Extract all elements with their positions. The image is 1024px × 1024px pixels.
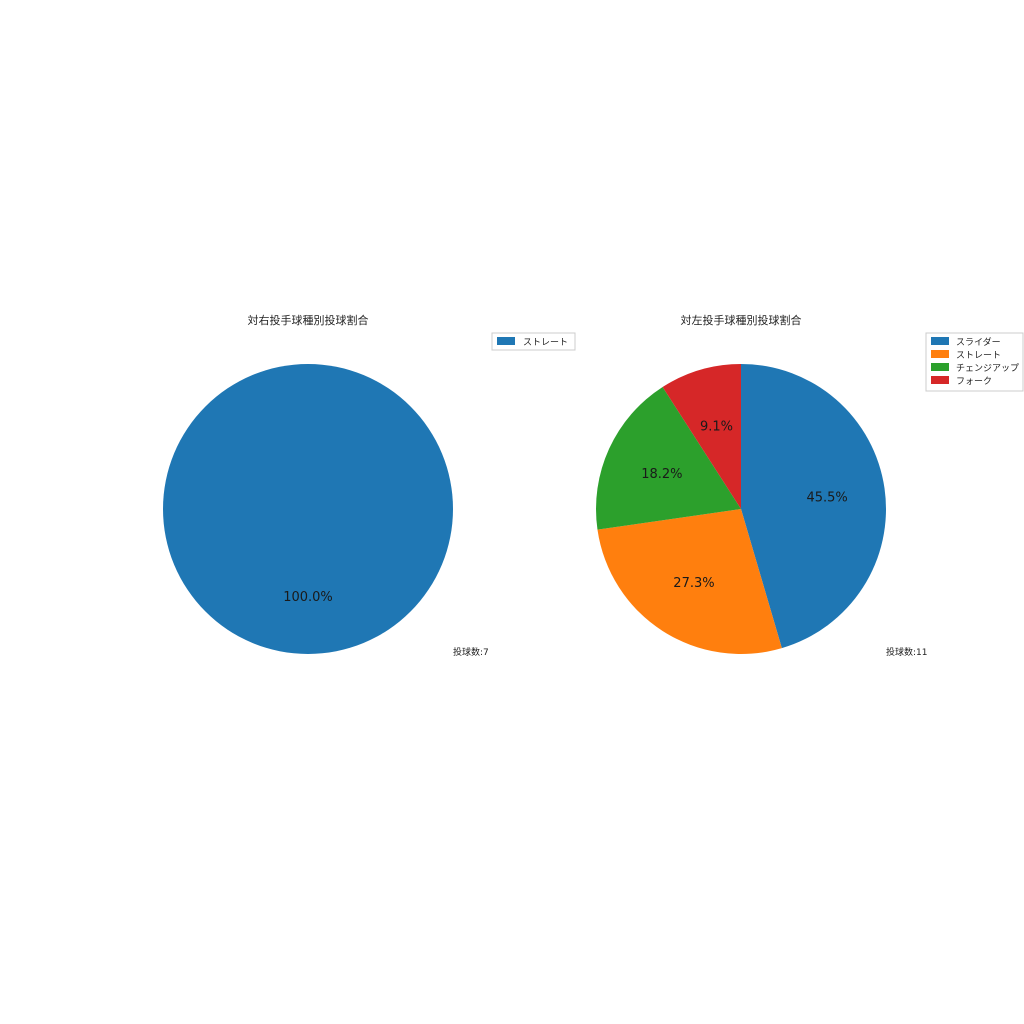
pie-slice-label: 18.2% [641, 467, 682, 482]
legend-swatch [931, 337, 949, 345]
pie-slice [597, 509, 782, 654]
legend-swatch [931, 363, 949, 371]
chart-right-legend: スライダー ストレート チェンジアップ フォーク [925, 332, 1024, 392]
legend-item-label: ストレート [523, 338, 568, 348]
legend-swatch [931, 376, 949, 384]
chart-left-pie: 100.0% [163, 364, 453, 654]
pie-slice [662, 364, 741, 509]
pie-slice [741, 364, 886, 649]
legend-item-label: ストレート [956, 351, 1001, 361]
chart-left-pitch-count: 投球数:7 [453, 646, 489, 658]
legend-swatch [931, 350, 949, 358]
legend-item-label: フォーク [956, 376, 992, 387]
chart-right: 対左投手球種別投球割合 45.5% 27.3% 18.2% 9.1% スライダー スト… [596, 313, 1024, 658]
pie-slice-label: 9.1% [700, 420, 733, 435]
legend-swatch [497, 337, 515, 345]
pie-slice [596, 387, 741, 530]
chart-right-title: 対左投手球種別投球割合 [681, 313, 802, 327]
legend-item-label: スライダー [956, 336, 1001, 348]
pie-slice-label: 100.0% [283, 590, 333, 605]
chart-left-title: 対右投手球種別投球割合 [248, 313, 369, 327]
chart-left-legend: ストレート [491, 332, 576, 351]
chart-right-pitch-count: 投球数:11 [886, 646, 928, 658]
chart-right-pie: 45.5% 27.3% 18.2% 9.1% [596, 364, 886, 654]
pie-slice [163, 364, 453, 654]
pie-slice-label: 45.5% [806, 491, 847, 506]
legend-item-label: チェンジアップ [956, 363, 1019, 374]
chart-left: 対右投手球種別投球割合 100.0% ストレート 投球数:7 [163, 313, 576, 658]
pie-slice-label: 27.3% [673, 576, 714, 591]
